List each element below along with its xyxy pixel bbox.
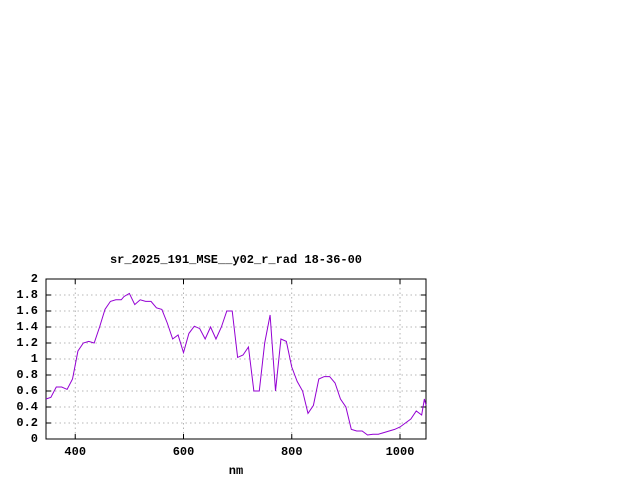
y-tick-label: 0	[31, 432, 38, 446]
x-tick-label: 800	[281, 445, 303, 459]
y-tick-label: 2	[31, 272, 38, 286]
y-tick-label: 1.8	[16, 288, 38, 302]
x-tick-label: 1000	[386, 445, 415, 459]
y-tick-label: 0.2	[16, 416, 38, 430]
y-tick-label: 1.4	[16, 320, 38, 334]
y-tick-label: 1.6	[16, 304, 38, 318]
y-tick-label: 1.2	[16, 336, 38, 350]
y-tick-label: 0.8	[16, 368, 38, 382]
y-tick-label: 0.4	[16, 400, 38, 414]
x-tick-label: 400	[64, 445, 86, 459]
y-tick-label: 1	[31, 352, 38, 366]
x-axis-label: nm	[229, 464, 243, 478]
y-tick-label: 0.6	[16, 384, 38, 398]
x-tick-label: 600	[173, 445, 195, 459]
data-line	[45, 292, 427, 436]
plot-border	[45, 278, 427, 440]
chart-title: sr_2025_191_MSE__y02_r_rad 18-36-00	[110, 253, 362, 267]
